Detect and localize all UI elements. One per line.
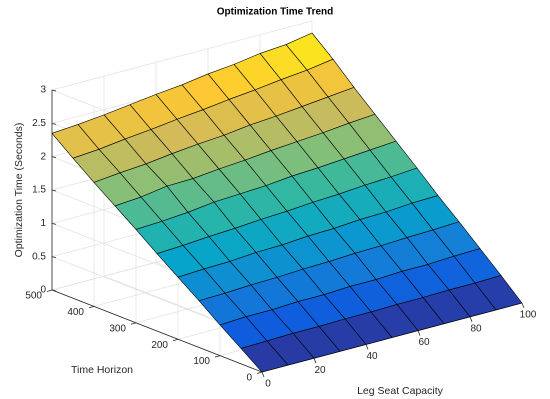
x-tick-label: 80 <box>470 323 482 334</box>
x-tick-label: 0 <box>265 379 271 390</box>
x-tick <box>261 371 265 378</box>
z-tick <box>51 189 57 192</box>
y-tick <box>256 371 263 374</box>
y-tick <box>88 306 95 309</box>
y-tick-label: 100 <box>193 356 210 367</box>
x-tick <box>365 344 369 350</box>
x-tick <box>417 330 421 336</box>
y-axis-label: Time Horizon <box>71 364 133 376</box>
y-tick <box>130 322 137 325</box>
z-tick-label: 3 <box>40 85 46 96</box>
y-tick-label: 400 <box>67 307 84 318</box>
z-tick-label: 2 <box>40 151 46 162</box>
z-tick <box>51 256 57 259</box>
x-tick <box>313 358 317 364</box>
z-tick <box>51 156 57 159</box>
y-tick-label: 300 <box>109 323 126 334</box>
z-tick-label: 1 <box>40 218 46 229</box>
z-tick <box>51 289 57 292</box>
x-axis-label: Leg Seat Capacity <box>357 385 444 397</box>
z-tick-label: 0 <box>40 285 46 296</box>
surface-patch <box>240 340 289 373</box>
chart-title: Optimization Time Trend <box>217 7 334 18</box>
x-tick-label: 60 <box>418 337 430 348</box>
y-tick <box>172 338 179 342</box>
z-tick <box>51 122 57 125</box>
z-tick <box>51 89 57 92</box>
z-tick-label: 0.5 <box>32 251 46 262</box>
y-tick-label: 200 <box>151 340 168 351</box>
axis-line <box>51 289 263 373</box>
z-axis-label: Optimization Time (Seconds) <box>13 123 25 258</box>
x-tick-label: 100 <box>520 310 537 321</box>
z-tick <box>51 222 57 225</box>
grid-line <box>51 20 313 91</box>
y-tick <box>214 355 221 358</box>
x-tick-label: 20 <box>314 365 326 376</box>
y-tick <box>46 289 53 292</box>
x-tick <box>469 316 473 322</box>
z-tick-label: 2.5 <box>32 118 46 129</box>
x-tick <box>521 302 525 309</box>
y-tick-label: 500 <box>25 291 42 302</box>
z-tick-label: 1.5 <box>32 185 46 196</box>
x-tick-label: 40 <box>366 351 378 362</box>
y-tick-label: 0 <box>246 373 252 384</box>
